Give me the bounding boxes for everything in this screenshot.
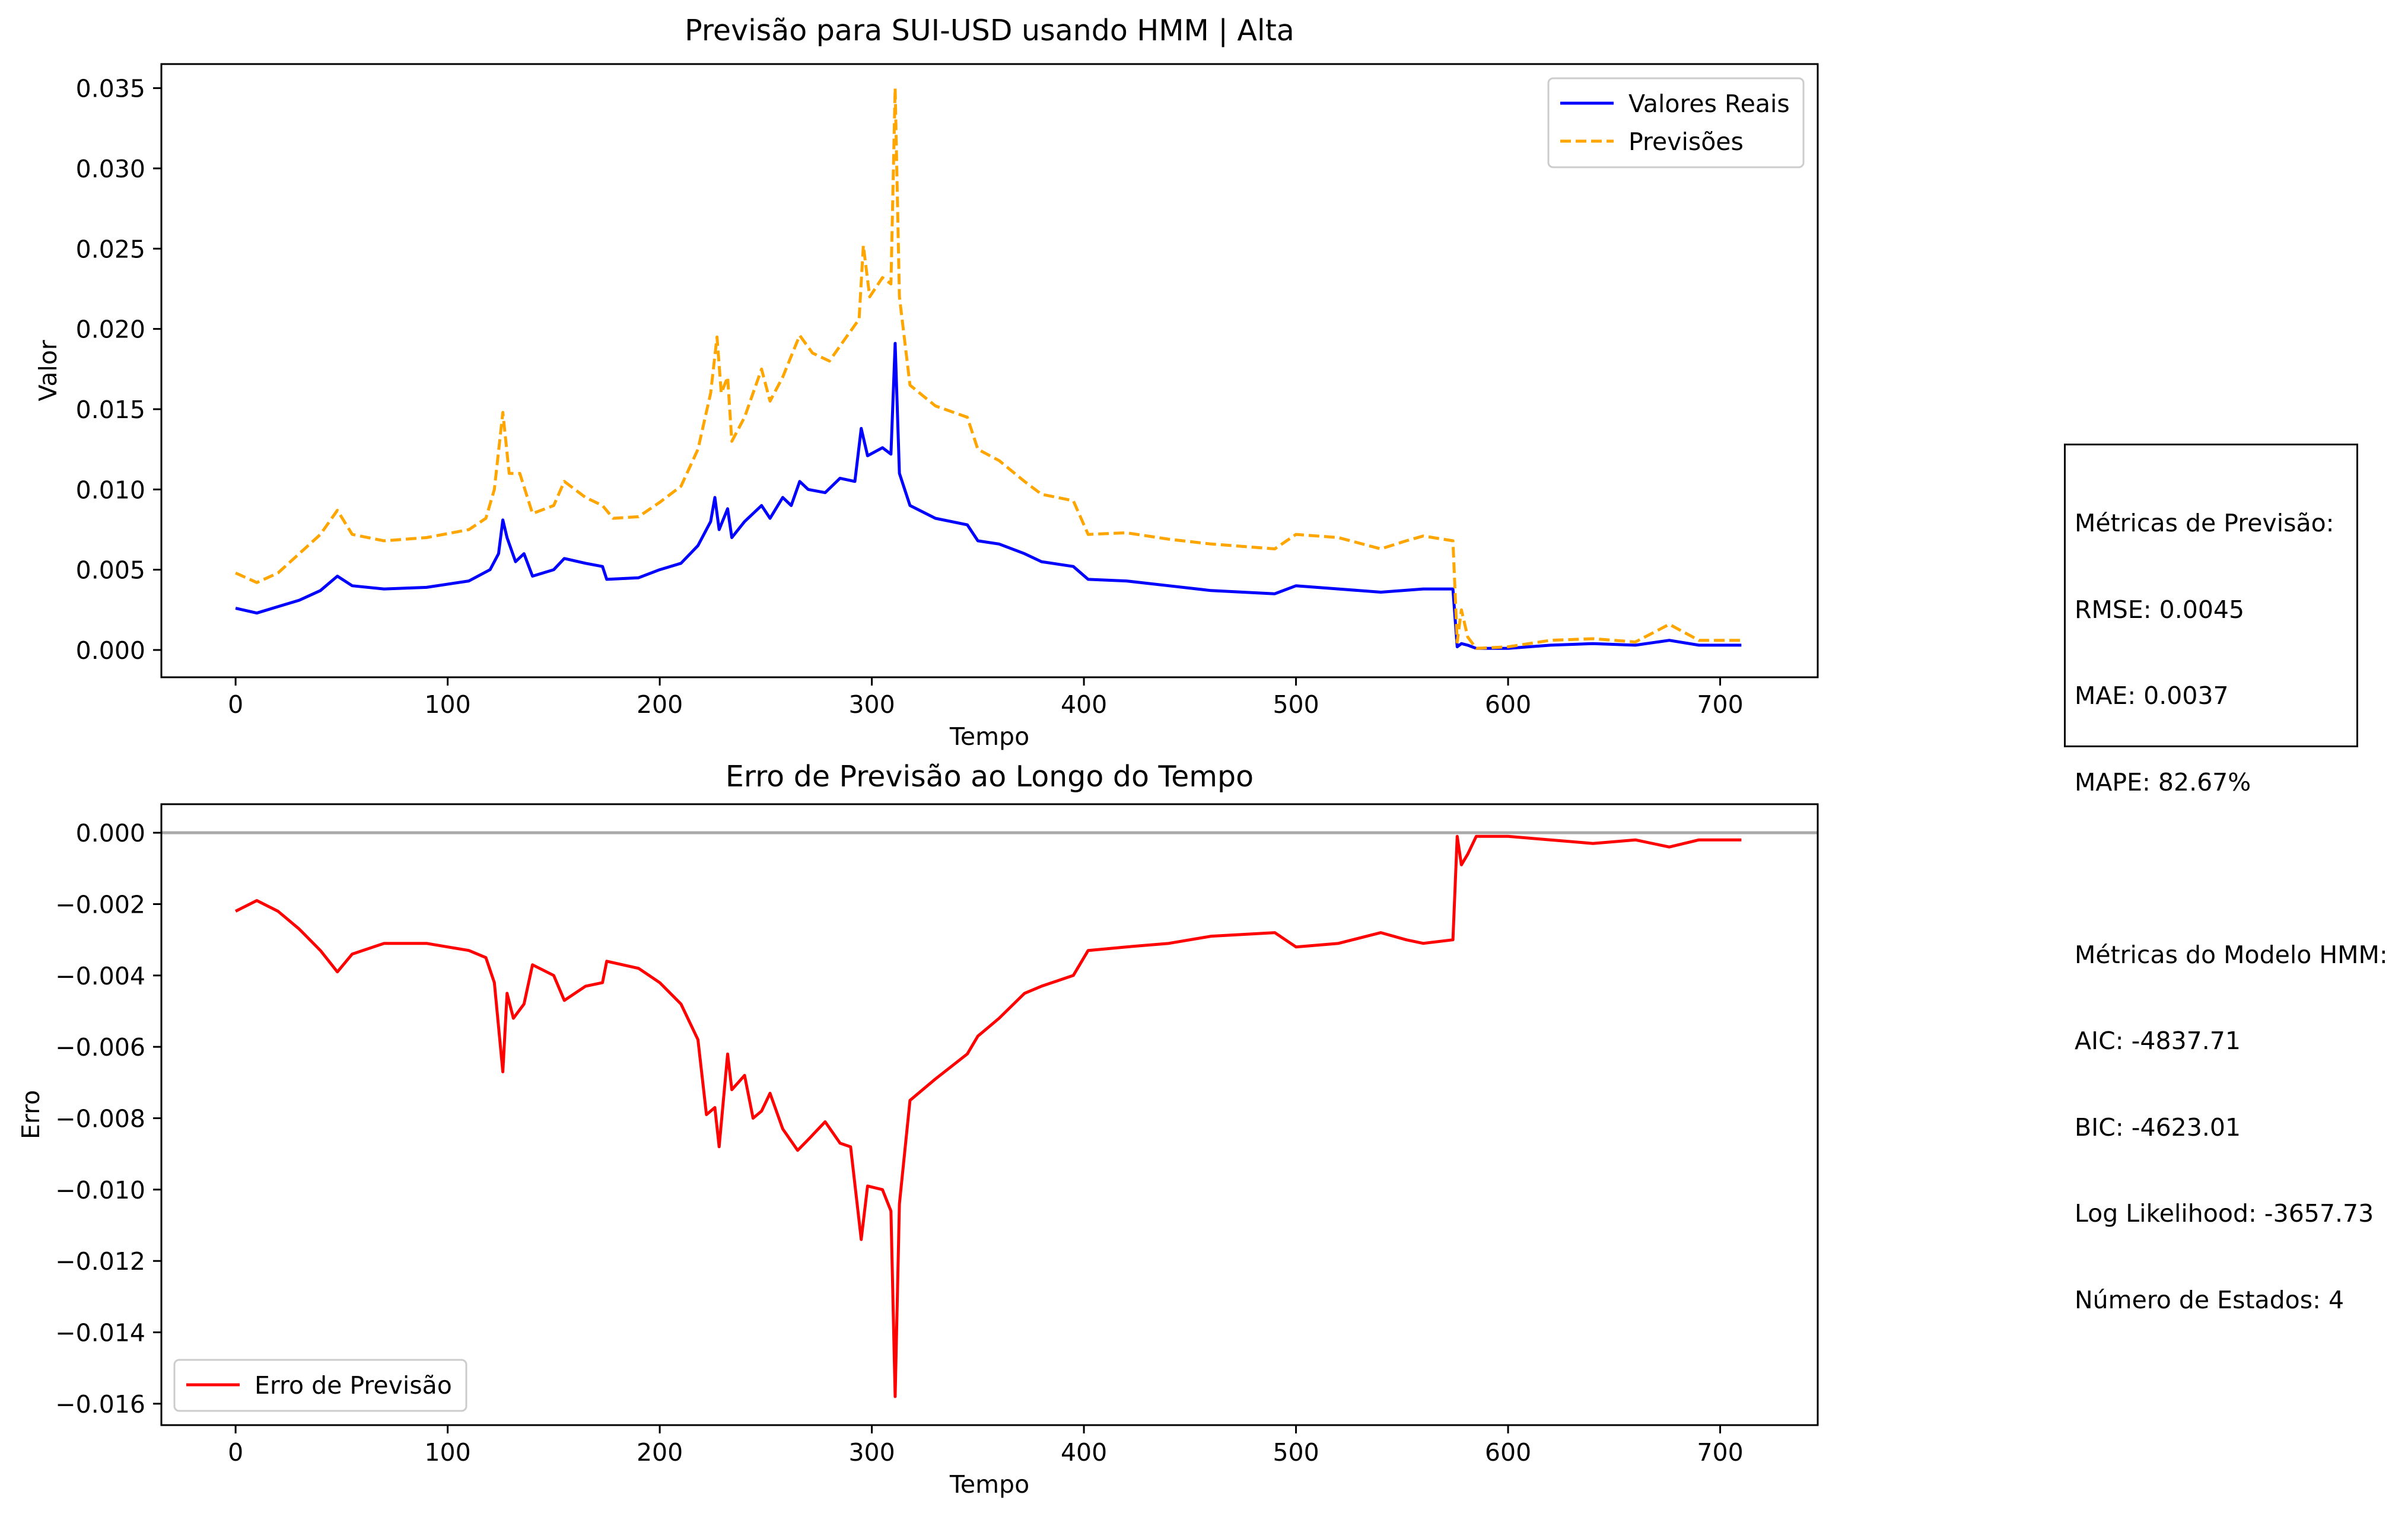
y-tick-label: −0.014 xyxy=(55,1319,145,1347)
metrics-line xyxy=(2075,854,2356,883)
metrics-line: BIC: -4623.01 xyxy=(2075,1113,2241,1142)
legend-label: Erro de Previsão xyxy=(255,1371,452,1400)
metrics-line: Número de Estados: 4 xyxy=(2075,1285,2345,1314)
x-tick-label: 700 xyxy=(1697,690,1743,719)
x-tick-label: 100 xyxy=(424,690,470,719)
y-tick-label: 0.005 xyxy=(76,556,145,585)
y-tick-label: 0.015 xyxy=(76,396,145,424)
x-tick-label: 0 xyxy=(228,690,243,719)
metrics-line: RMSE: 0.0045 xyxy=(2075,595,2245,624)
y-tick-label: 0.000 xyxy=(76,819,145,847)
y-tick-label: 0.010 xyxy=(76,476,145,504)
y-tick-label: 0.025 xyxy=(76,235,145,263)
y-tick-label: −0.010 xyxy=(55,1176,145,1204)
y-tick-label: 0.035 xyxy=(76,75,145,103)
series-line-1 xyxy=(235,87,1742,650)
y-tick-label: −0.002 xyxy=(55,890,145,919)
legend-box xyxy=(173,1359,467,1412)
chart-title: Previsão para SUI-USD usando HMM | Alta xyxy=(685,14,1294,47)
y-tick-label: −0.016 xyxy=(55,1390,145,1419)
y-axis-label: Erro xyxy=(17,1090,45,1139)
x-tick-label: 200 xyxy=(637,1438,683,1467)
y-tick-label: −0.008 xyxy=(55,1105,145,1133)
x-axis-label: Tempo xyxy=(949,722,1029,751)
y-tick-label: 0.020 xyxy=(76,316,145,344)
metrics-box: Métricas de Previsão: RMSE: 0.0045 MAE: … xyxy=(2064,444,2388,1314)
legend-label: Valores Reais xyxy=(1628,90,1790,118)
series-line-0 xyxy=(235,342,1742,650)
x-axis-label: Tempo xyxy=(949,1470,1029,1499)
y-tick-label: −0.004 xyxy=(55,962,145,990)
x-tick-label: 300 xyxy=(848,1438,895,1467)
plot-frame xyxy=(160,63,1819,678)
x-tick-label: 500 xyxy=(1273,1438,1319,1467)
y-tick-label: −0.006 xyxy=(55,1033,145,1062)
y-tick-label: 0.030 xyxy=(76,155,145,183)
legend-box xyxy=(1547,77,1805,168)
metrics-line: Métricas de Previsão: xyxy=(2075,509,2334,537)
x-tick-label: 400 xyxy=(1061,1438,1107,1467)
x-tick-label: 300 xyxy=(848,690,895,719)
x-tick-label: 400 xyxy=(1061,690,1107,719)
x-tick-label: 600 xyxy=(1485,1438,1531,1467)
plot-frame xyxy=(160,803,1819,1426)
y-tick-label: −0.012 xyxy=(55,1247,145,1276)
y-tick-label: 0.000 xyxy=(76,636,145,665)
y-axis-label: Valor xyxy=(34,340,62,401)
legend-label: Previsões xyxy=(1628,128,1744,156)
chart-title: Erro de Previsão ao Longo do Tempo xyxy=(726,760,1254,794)
x-tick-label: 0 xyxy=(228,1438,243,1467)
x-tick-label: 600 xyxy=(1485,690,1531,719)
x-tick-label: 100 xyxy=(424,1438,470,1467)
x-tick-label: 700 xyxy=(1697,1438,1743,1467)
x-tick-label: 500 xyxy=(1273,690,1319,719)
metrics-line: MAPE: 82.67% xyxy=(2075,767,2251,796)
series-line-0 xyxy=(234,834,1742,1398)
metrics-line: AIC: -4837.71 xyxy=(2075,1027,2241,1055)
metrics-line: MAE: 0.0037 xyxy=(2075,681,2229,710)
metrics-line: Log Likelihood: -3657.73 xyxy=(2075,1199,2374,1228)
x-tick-label: 200 xyxy=(637,690,683,719)
metrics-line: Métricas do Modelo HMM: xyxy=(2075,940,2388,969)
